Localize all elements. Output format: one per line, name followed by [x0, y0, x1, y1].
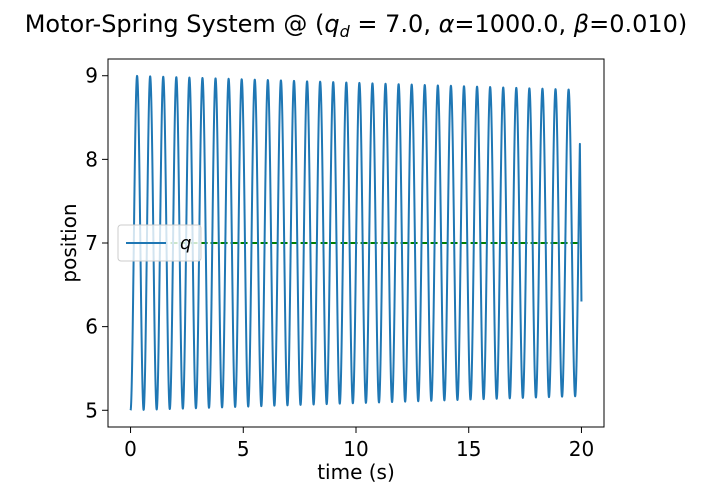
- series-q-line: [129, 74, 583, 412]
- y-tick-label: 6: [85, 315, 98, 339]
- x-tick-label: 5: [237, 437, 250, 461]
- x-axis-label: time (s): [317, 460, 395, 484]
- series-layer: [129, 74, 583, 412]
- y-tick-label: 9: [85, 64, 98, 88]
- y-axis-label: position: [57, 203, 81, 282]
- y-tick-label: 8: [85, 147, 98, 171]
- x-tick-label: 10: [343, 437, 368, 461]
- chart-title: Motor-Spring System @ (qd = 7.0, α=1000.…: [25, 10, 688, 41]
- y-tick-label: 5: [85, 398, 98, 422]
- x-tick-label: 15: [456, 437, 481, 461]
- legend: q: [117, 224, 202, 262]
- ticks-layer: 0 5 10 15 20 5 6 7 8 9: [85, 64, 594, 461]
- y-tick-label: 7: [85, 231, 98, 255]
- x-tick-label: 20: [569, 437, 594, 461]
- legend-label-q: q: [180, 233, 191, 254]
- x-tick-label: 0: [124, 437, 137, 461]
